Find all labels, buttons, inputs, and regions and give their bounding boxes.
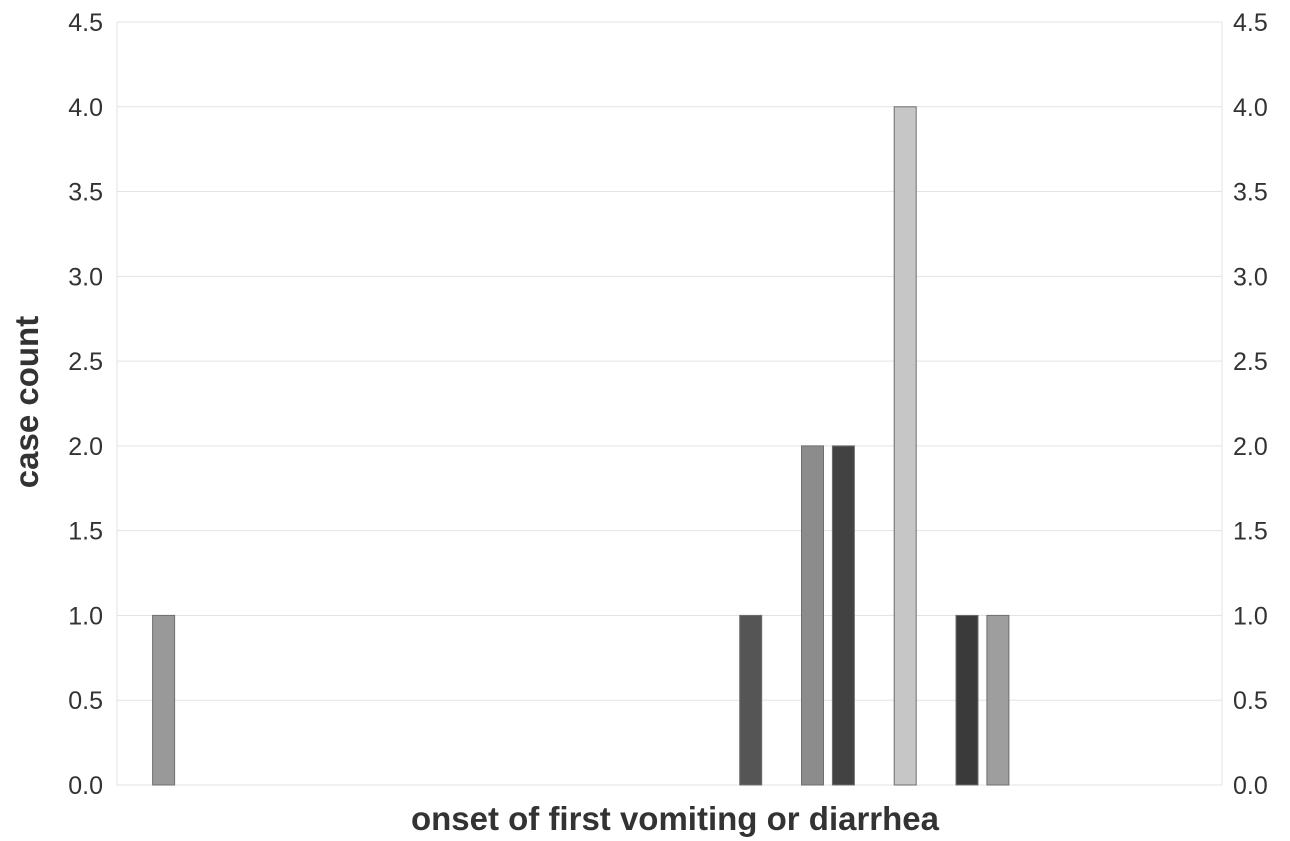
bar [986,614,1010,786]
bar [739,614,763,786]
y-tick-label-right: 4.5 [1233,9,1268,37]
y-tick-label-right: 1.0 [1233,602,1268,630]
y-tick-label-right: 4.0 [1233,94,1268,122]
y-tick-label-left: 3.5 [68,179,103,207]
y-tick-label-right: 0.0 [1233,772,1268,800]
y-tick-label-right: 3.0 [1233,263,1268,291]
bar [831,445,855,786]
y-tick-label-left: 0.0 [68,772,103,800]
y-tick-label-right: 2.5 [1233,348,1268,376]
y-tick-label-left: 3.0 [68,263,103,291]
y-tick-label-right: 1.5 [1233,518,1268,546]
y-tick-label-left: 2.5 [68,348,103,376]
gridlines [116,21,1223,786]
bar [893,106,917,786]
y-tick-label-left: 4.0 [68,94,103,122]
y-tick-label-left: 1.5 [68,518,103,546]
y-tick-label-left: 1.0 [68,602,103,630]
y-tick-label-left: 2.0 [68,433,103,461]
bar [801,445,824,786]
bar [152,614,176,786]
bar [955,614,979,786]
x-axis-title: onset of first vomiting or diarrhea [411,800,940,837]
y-tick-label-left: 4.5 [68,9,103,37]
y-axis-title: case count [8,316,45,488]
y-axis-left-ticks: 0.0 0.5 1.0 1.5 2.0 2.5 3.0 3.5 4.0 4.5 [68,9,103,800]
y-tick-label-right: 2.0 [1233,433,1268,461]
y-axis-right-ticks: 0.0 0.5 1.0 1.5 2.0 2.5 3.0 3.5 4.0 4.5 [1233,9,1268,800]
y-tick-label-right: 0.5 [1233,687,1268,715]
y-tick-label-left: 0.5 [68,687,103,715]
bars [152,106,1010,786]
y-tick-label-right: 3.5 [1233,179,1268,207]
